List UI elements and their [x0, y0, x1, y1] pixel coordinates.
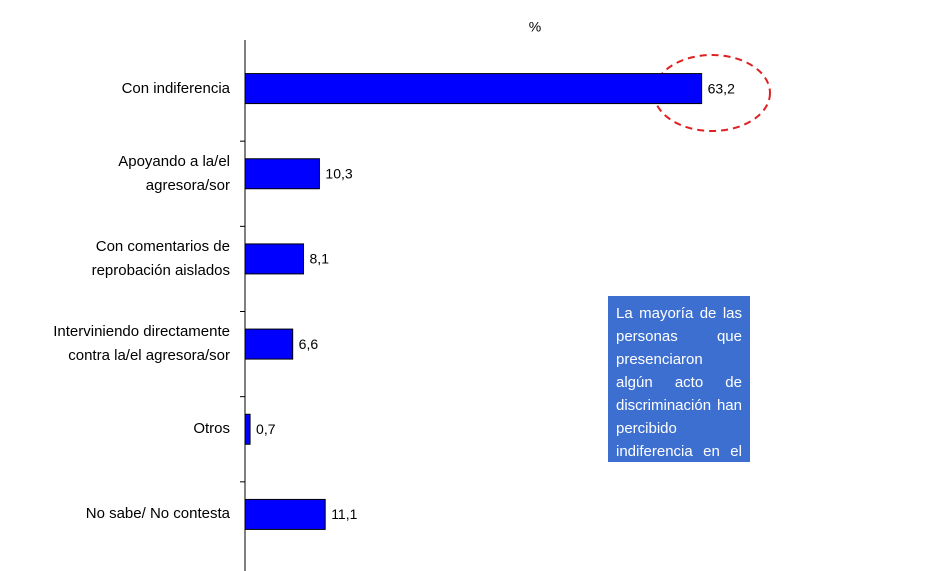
bar: [244, 73, 703, 105]
value-label: 11,1: [331, 506, 357, 522]
annotation: La mayoría de las personas que presencia…: [608, 296, 750, 506]
value-label: 10,3: [325, 165, 352, 181]
category-label: Con indiferencia: [121, 79, 230, 97]
highlight-ellipse: [653, 54, 771, 132]
axis-label: %: [529, 19, 541, 35]
bar: [244, 498, 326, 530]
category-label: Apoyando a la/el agresora/sor: [118, 152, 230, 194]
category-label: Con comentarios de reprobación aislados: [91, 237, 230, 279]
bar: [244, 243, 305, 275]
bar: [244, 158, 320, 190]
value-label: 0,7: [256, 421, 276, 437]
category-label: Interviniendo directamente contra la/el …: [53, 323, 230, 365]
bar: [244, 413, 251, 445]
category-label: No sabe/ No contesta: [85, 505, 230, 523]
value-label: 6,6: [299, 336, 319, 352]
value-label: 8,1: [310, 251, 330, 267]
bar: [244, 328, 294, 360]
category-label: Otros: [193, 420, 230, 438]
value-label: 63,2: [708, 80, 735, 96]
